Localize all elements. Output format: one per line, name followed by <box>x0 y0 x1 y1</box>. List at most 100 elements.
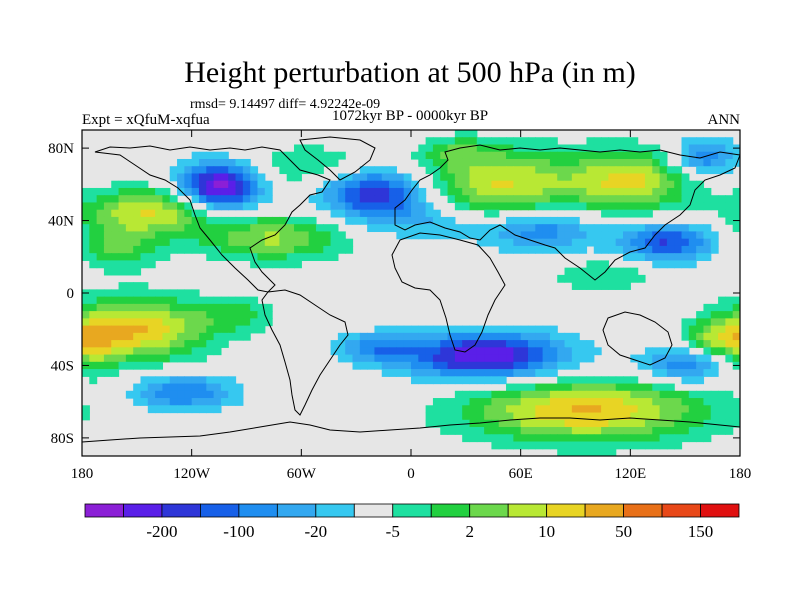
contour-cell <box>732 151 740 160</box>
contour-cell <box>345 209 354 218</box>
contour-cell <box>418 332 427 341</box>
contour-cell <box>213 216 222 225</box>
contour-cell <box>484 151 493 160</box>
contour-cell <box>389 369 397 377</box>
contour-cell <box>593 427 602 435</box>
contour-cell <box>432 144 441 153</box>
contour-cell <box>425 405 434 414</box>
contour-cell <box>498 231 507 240</box>
contour-cell <box>103 332 112 341</box>
contour-cell <box>696 231 705 240</box>
contour-cell <box>557 398 566 406</box>
contour-cell <box>732 311 740 319</box>
contour-cell <box>549 224 558 233</box>
contour-cell <box>652 180 661 189</box>
contour-cell <box>549 231 558 240</box>
contour-cell <box>272 238 280 247</box>
contour-cell <box>403 340 412 348</box>
contour-cell <box>718 296 726 305</box>
contour-cell <box>103 253 112 261</box>
contour-cell <box>476 347 485 356</box>
contour-cell <box>513 180 522 189</box>
contour-cell <box>133 180 142 189</box>
contour-cell <box>89 376 98 385</box>
contour-cell <box>103 340 112 348</box>
contour-cell <box>469 405 478 414</box>
contour-cell <box>359 187 368 196</box>
contour-cell <box>96 369 105 377</box>
contour-cell <box>527 369 536 377</box>
contour-cell <box>140 383 149 392</box>
contour-cell <box>681 245 690 254</box>
contour-cell <box>125 282 134 290</box>
contour-cell <box>571 441 580 450</box>
contour-cell <box>272 224 280 233</box>
contour-cell <box>191 216 200 225</box>
contour-cell <box>184 231 193 240</box>
contour-cell <box>403 224 412 233</box>
contour-cell <box>235 231 244 240</box>
contour-cell <box>520 195 529 204</box>
contour-cell <box>133 202 142 211</box>
contour-cell <box>111 325 120 334</box>
contour-cell <box>169 354 178 363</box>
contour-cell <box>484 332 493 341</box>
colorbar-label: -100 <box>223 522 254 541</box>
contour-cell <box>586 137 595 146</box>
contour-cell <box>381 369 390 377</box>
contour-cell <box>440 231 449 240</box>
contour-cell <box>476 390 485 399</box>
contour-cell <box>688 158 697 167</box>
contour-cell <box>571 361 580 370</box>
contour-cell <box>294 245 302 254</box>
contour-cell <box>330 187 339 196</box>
contour-cell <box>198 332 207 341</box>
contour-cell <box>279 224 288 233</box>
contour-cell <box>82 224 90 233</box>
contour-cell <box>140 311 149 319</box>
contour-cell <box>352 347 361 356</box>
contour-cell <box>103 289 112 298</box>
contour-cell <box>147 303 156 312</box>
contour-cell <box>213 376 222 385</box>
contour-cell <box>593 187 602 196</box>
contour-cell <box>491 347 500 356</box>
contour-cell <box>82 238 90 247</box>
contour-cell <box>476 398 485 406</box>
contour-cell <box>155 231 164 240</box>
contour-cell <box>454 354 463 363</box>
contour-cell <box>732 332 740 341</box>
contour-cell <box>125 245 134 254</box>
contour-cell <box>147 260 156 269</box>
contour-cell <box>147 347 156 356</box>
contour-cell <box>169 318 178 327</box>
contour-cell <box>484 231 493 240</box>
contour-cell <box>659 441 668 450</box>
contour-cell <box>272 216 280 225</box>
contour-cell <box>432 398 441 406</box>
contour-cell <box>491 354 500 363</box>
contour-cell <box>169 216 178 225</box>
contour-cell <box>681 427 690 435</box>
contour-cell <box>308 166 317 175</box>
contour-cell <box>644 224 653 233</box>
contour-cell <box>389 173 397 182</box>
contour-cell <box>447 224 456 233</box>
contour-cell <box>411 325 419 334</box>
contour-cell <box>593 245 602 254</box>
contour-cell <box>520 412 529 421</box>
contour-cell <box>615 231 624 240</box>
contour-cell <box>520 398 529 406</box>
contour-cell <box>564 419 573 428</box>
contour-cell <box>579 151 588 160</box>
contour-cell <box>557 158 566 167</box>
contour-cell <box>696 311 705 319</box>
contour-cell <box>557 448 566 456</box>
contour-cell <box>125 253 134 261</box>
contour-cell <box>454 398 463 406</box>
contour-cell <box>411 180 419 189</box>
contour-cell <box>440 180 449 189</box>
contour-cell <box>542 144 551 153</box>
contour-cell <box>718 318 726 327</box>
contour-cell <box>425 151 434 160</box>
